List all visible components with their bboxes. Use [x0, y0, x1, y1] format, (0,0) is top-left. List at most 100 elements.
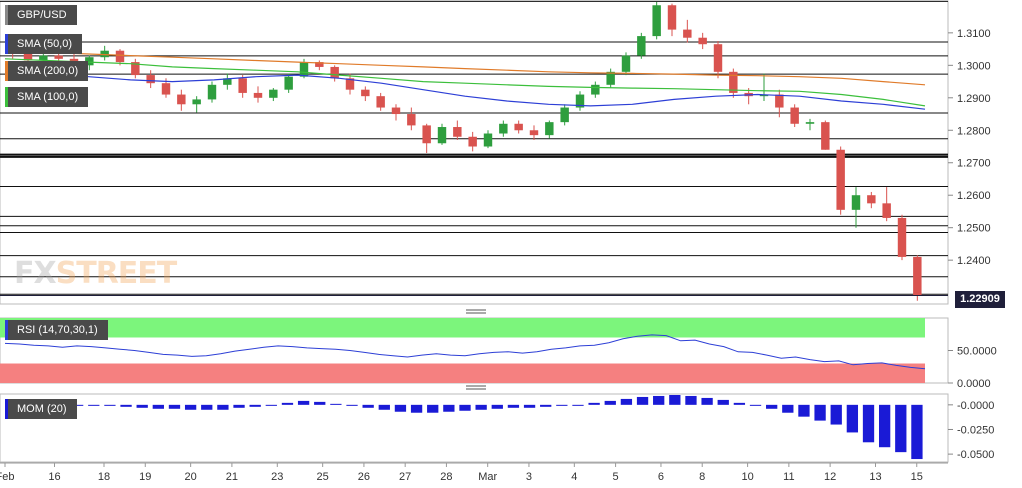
x-tick-label: 16 [48, 471, 60, 483]
mom-frame [0, 393, 949, 463]
mom-bar [394, 404, 407, 412]
mom-bar [862, 404, 875, 443]
mom-bar [782, 404, 794, 413]
mom-bar [604, 400, 616, 405]
current-price-tag: 1.22909 [955, 291, 1005, 308]
sma100-legend[interactable]: SMA (100,0) [5, 87, 89, 107]
candle-body [422, 125, 431, 144]
x-tick-label: 20 [185, 471, 197, 483]
candle-body [483, 133, 493, 147]
mom-bar [669, 394, 681, 405]
mom-bar [766, 404, 778, 409]
candle-body [192, 99, 201, 105]
candle-body [529, 130, 539, 136]
x-tick-label: 19 [139, 471, 151, 483]
candle-body [85, 57, 94, 66]
x-tick-label: 5 [613, 471, 619, 483]
rsi-line [4, 334, 926, 370]
mom-bar [911, 404, 923, 460]
x-tick-label: 3 [526, 471, 532, 483]
rsi-swatch [5, 320, 8, 340]
mom-label: MOM (20) [17, 403, 67, 415]
candle-body [115, 50, 125, 63]
candle-body [897, 217, 907, 257]
mom-bar [830, 404, 842, 425]
mom-bar [636, 396, 649, 405]
candle-body [652, 5, 661, 37]
candle-body [882, 203, 891, 218]
candle-body [698, 37, 707, 45]
candle-body [223, 78, 232, 85]
mom-bar [475, 404, 487, 410]
y-tick-label: 1.2500 [957, 223, 991, 235]
x-tick-label: 23 [271, 471, 283, 483]
mom-bar [701, 397, 713, 405]
candle-body [759, 94, 769, 97]
x-tick-label: 12 [824, 471, 836, 483]
sma50-legend[interactable]: SMA (50,0) [5, 34, 83, 54]
mom-bar [88, 404, 100, 406]
candle-body [499, 123, 508, 134]
sma200-legend[interactable]: SMA (200,0) [5, 61, 89, 81]
mom-bar [71, 404, 84, 406]
mom-bar [685, 395, 697, 405]
mom-bar [265, 404, 277, 406]
candle-body [207, 84, 217, 100]
y-tick-label: 1.2900 [957, 93, 991, 105]
mom-bar [378, 404, 390, 410]
mom-bar [120, 404, 132, 407]
x-tick-label: 13 [869, 471, 881, 483]
rsi-tick-label: 0.0000 [957, 378, 991, 390]
symbol-swatch [5, 5, 8, 25]
sma50-swatch [5, 34, 8, 54]
y-tick-label: 1.2700 [957, 158, 991, 170]
mom-bar [572, 404, 584, 406]
candle-body [437, 127, 447, 144]
mom-bar [410, 404, 423, 413]
candle-body [177, 94, 186, 105]
mom-pane: -0.0000 -0.0250 -0.0500 [0, 393, 994, 463]
rsi-overbought-zone [0, 318, 925, 338]
rsi-legend[interactable]: RSI (14,70,30,1) [5, 320, 108, 340]
mom-bar [427, 404, 439, 413]
x-tick-label: 26 [358, 471, 370, 483]
candle-body [560, 107, 569, 123]
x-tick-label: 8 [699, 471, 705, 483]
candle-body [330, 66, 339, 79]
symbol-legend[interactable]: GBP/USD [5, 5, 77, 25]
candle-body [39, 55, 48, 61]
mom-bar [733, 402, 746, 405]
x-tick-label: 18 [98, 471, 110, 483]
candle-body [453, 127, 462, 137]
sma100-swatch [5, 87, 8, 107]
mom-bar [846, 404, 859, 433]
mom-bar [104, 404, 116, 406]
sma200-label: SMA (200,0) [17, 65, 79, 77]
sma200-line [4, 50, 926, 86]
sma50-label: SMA (50,0) [17, 38, 73, 50]
mom-bar [201, 404, 213, 410]
y-tick-label: 1.2800 [957, 125, 991, 137]
candle-body [161, 83, 171, 95]
candle-body [545, 122, 554, 136]
symbol-label: GBP/USD [17, 9, 67, 21]
candle-body [376, 96, 385, 108]
x-tick-label: Feb [0, 471, 14, 483]
y-tick-label: 1.3100 [957, 28, 991, 40]
candle-body [851, 195, 861, 210]
mom-legend[interactable]: MOM (20) [5, 399, 77, 419]
candle-body [729, 71, 738, 93]
y-tick-label: 1.2600 [957, 190, 991, 202]
mom-bar [233, 404, 245, 408]
mom-bar [814, 404, 826, 421]
mom-tick-label: -0.0500 [957, 449, 994, 461]
candle-body [269, 89, 278, 98]
mom-bar [879, 404, 891, 448]
sma50-line [4, 69, 926, 110]
mom-bar [184, 404, 197, 410]
candle-body [391, 107, 401, 115]
mom-bar [895, 404, 907, 453]
candle-body [131, 62, 140, 76]
mom-bar [249, 404, 261, 407]
